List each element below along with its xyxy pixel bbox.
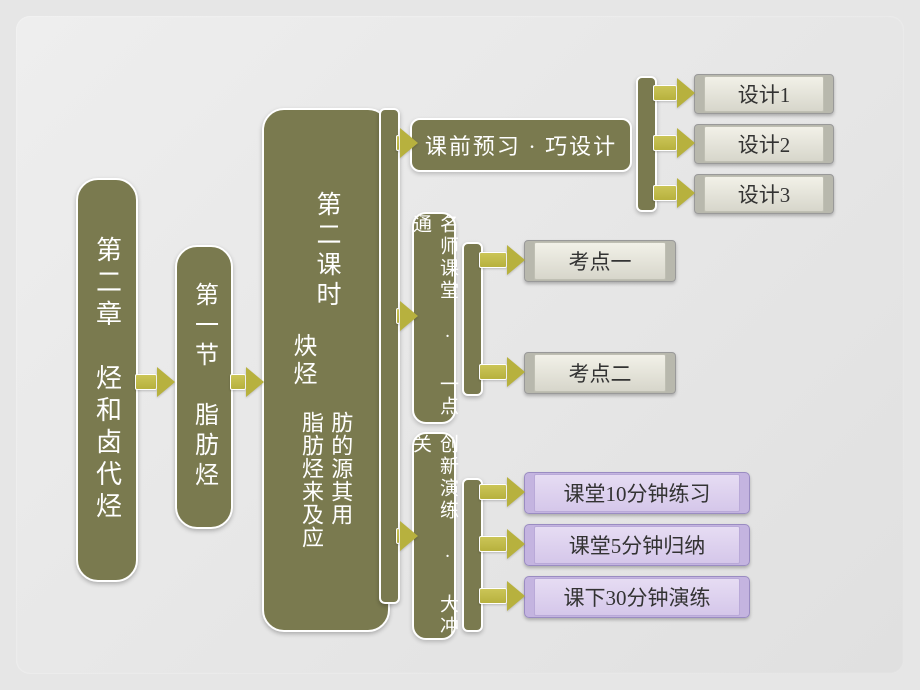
classroom-box: 名师课堂 · 一点通 — [412, 212, 456, 424]
chapter-label: 第二章 烃和卤代烃 — [89, 236, 126, 524]
arrow-icon — [653, 181, 695, 205]
arrow-icon — [479, 532, 525, 556]
leaf-item: 课堂10分钟练习 — [524, 472, 750, 514]
chapter-box: 第二章 烃和卤代烃 — [76, 178, 138, 582]
lesson-box: 第二课时炔烃炔烃脂肪烃来及应肪的源其用 — [262, 108, 390, 632]
leaf-item: 考点一 — [524, 240, 676, 282]
arrow-icon — [479, 480, 525, 504]
leaf-item: 设计1 — [694, 74, 834, 114]
section-label: 第一节 脂肪烃 — [187, 282, 222, 492]
section-box: 第一节 脂肪烃 — [175, 245, 233, 529]
arrow-icon — [479, 248, 525, 272]
arrow-icon — [653, 131, 695, 155]
leaf-item: 设计2 — [694, 124, 834, 164]
arrow-icon — [479, 584, 525, 608]
leaf-item: 课堂5分钟归纳 — [524, 524, 750, 566]
leaf-item: 考点二 — [524, 352, 676, 394]
leaf-item: 设计3 — [694, 174, 834, 214]
arrow-icon — [479, 360, 525, 384]
arrow-icon — [396, 304, 418, 328]
leaf-item: 课下30分钟演练 — [524, 576, 750, 618]
arrow-icon — [396, 524, 418, 548]
arrow-icon — [396, 131, 418, 155]
arrow-icon — [135, 370, 175, 394]
arrow-icon — [230, 370, 264, 394]
arrow-icon — [653, 81, 695, 105]
preview-label: 课前预习 · 巧设计 — [425, 129, 617, 161]
preview-box: 课前预习 · 巧设计 — [410, 118, 632, 172]
practice-box: 创新演练 · 大冲关 — [412, 432, 456, 640]
